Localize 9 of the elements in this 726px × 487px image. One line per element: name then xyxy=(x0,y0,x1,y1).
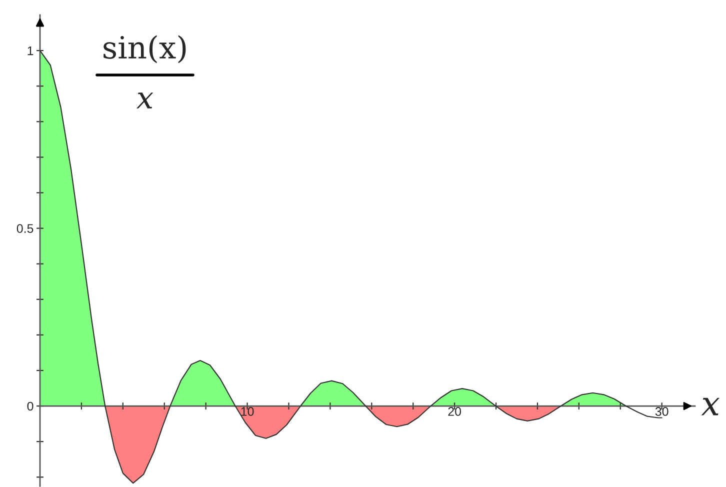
y-tick-label: 0.5 xyxy=(16,224,34,233)
x-tick-label: 30 xyxy=(655,407,668,416)
annotation: x xyxy=(136,92,154,108)
annotation: sin(x) xyxy=(104,35,186,64)
x-tick-label: 20 xyxy=(448,407,462,416)
y-tick-label: 1 xyxy=(28,46,34,56)
x-axis-title: x xyxy=(701,398,720,416)
x-tick-label: 10 xyxy=(241,407,254,416)
y-tick-label: 0 xyxy=(27,402,34,411)
